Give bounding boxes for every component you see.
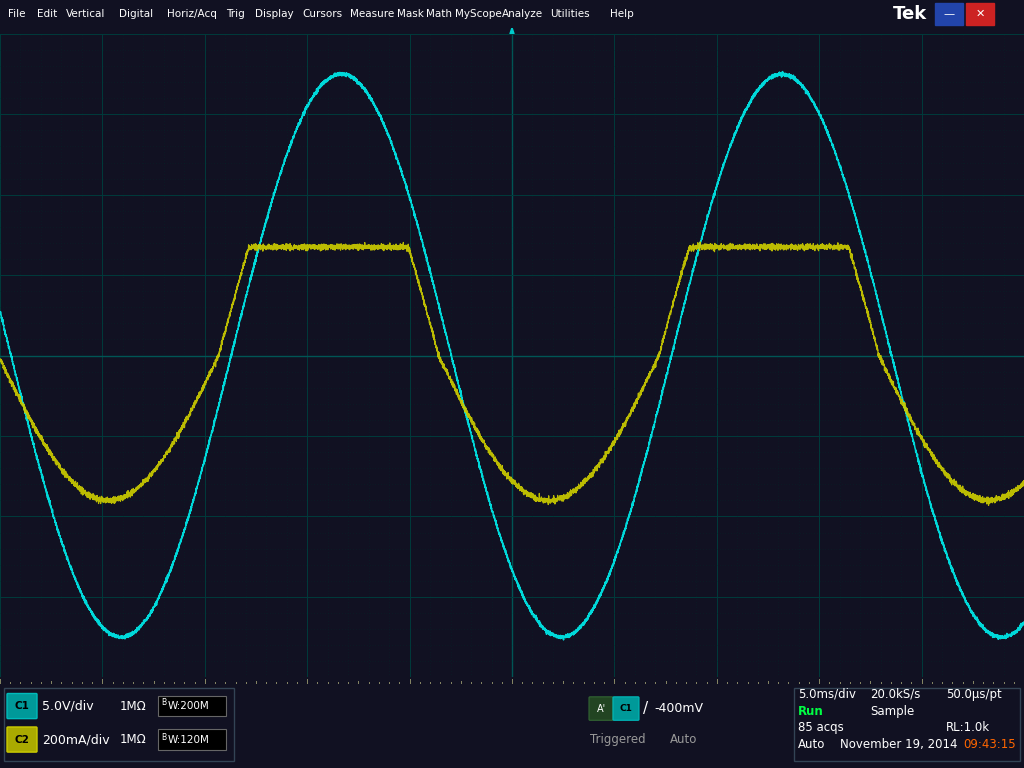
Text: C1: C1 [14,701,30,711]
Text: B: B [161,733,166,742]
Text: -400mV: -400mV [654,702,703,715]
Text: Digital: Digital [119,8,154,19]
Text: Trig: Trig [226,8,245,19]
Text: Tek: Tek [893,5,927,23]
Text: /: / [643,701,648,716]
Bar [4,687,234,761]
Text: W:120M: W:120M [168,734,210,744]
Text: ✕: ✕ [975,8,985,19]
Text: Display: Display [255,8,294,19]
Text: Sample: Sample [870,704,914,717]
FancyBboxPatch shape [7,727,37,752]
Text: Mask: Mask [397,8,424,19]
Text: 200mA/div: 200mA/div [42,733,110,746]
Bar [966,3,994,25]
Text: Edit: Edit [37,8,57,19]
Text: File: File [8,8,26,19]
Text: 09:43:15: 09:43:15 [964,738,1016,751]
Text: 50.0μs/pt: 50.0μs/pt [946,688,1001,701]
Text: Horiz/Acq: Horiz/Acq [167,8,216,19]
Text: A': A' [596,703,605,713]
Text: Vertical: Vertical [66,8,105,19]
FancyBboxPatch shape [7,694,37,719]
Text: RL:1.0k: RL:1.0k [946,721,990,734]
Text: Run: Run [798,704,823,717]
Text: Auto: Auto [798,738,825,751]
Bar [794,687,1020,761]
Text: Auto: Auto [670,733,697,746]
Bar [158,730,226,750]
Text: November 19, 2014: November 19, 2014 [840,738,957,751]
Text: Triggered: Triggered [590,733,645,746]
Polygon shape [510,28,514,34]
Bar [935,3,963,25]
Text: Help: Help [609,8,634,19]
Text: Math: Math [426,8,453,19]
Text: C2: C2 [14,734,30,744]
FancyBboxPatch shape [613,697,639,720]
FancyBboxPatch shape [589,697,613,720]
Text: 5.0V/div: 5.0V/div [42,700,93,713]
Text: Analyze: Analyze [503,8,544,19]
Text: C1: C1 [620,704,633,713]
Text: 5.0ms/div: 5.0ms/div [798,688,856,701]
Text: B: B [161,698,166,707]
Text: 85 acqs: 85 acqs [798,721,844,734]
Text: W:200M: W:200M [168,701,210,711]
Text: 1MΩ: 1MΩ [120,733,146,746]
Text: 1MΩ: 1MΩ [120,700,146,713]
Text: Utilities: Utilities [550,8,590,19]
Bar [158,696,226,716]
Text: —: — [943,8,954,19]
Text: MyScope: MyScope [455,8,502,19]
Text: Measure: Measure [350,8,394,19]
Text: 20.0kS/s: 20.0kS/s [870,688,921,701]
Text: Cursors: Cursors [303,8,343,19]
